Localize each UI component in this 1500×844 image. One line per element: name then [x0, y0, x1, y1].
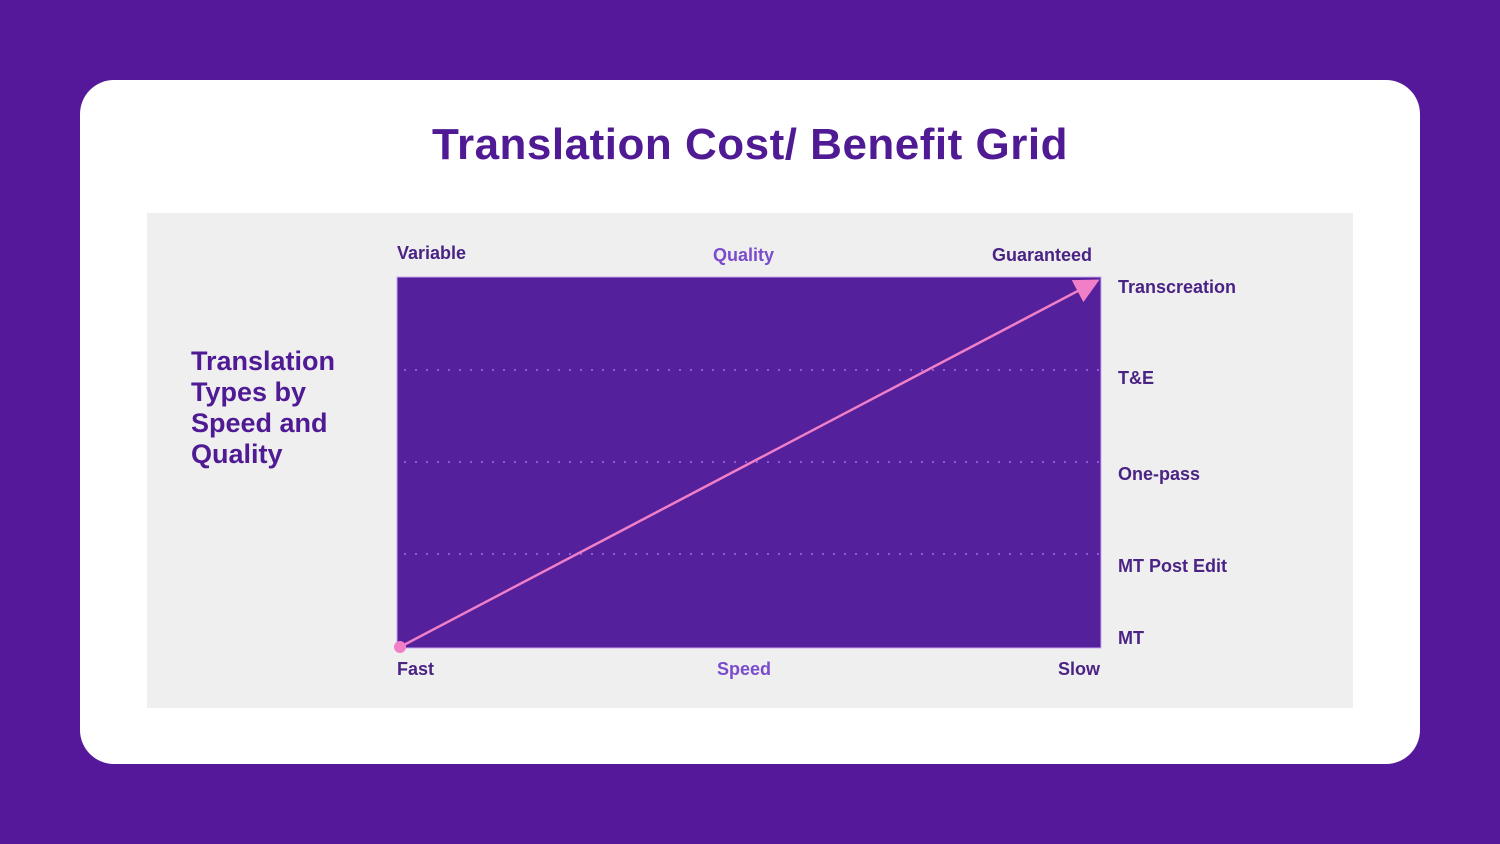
slide-title: Translation Cost/ Benefit Grid — [432, 120, 1068, 169]
side-title: Translation Types by Speed and Quality — [191, 346, 336, 469]
quality-high-label: Guaranteed — [992, 245, 1093, 265]
type-label-transcreation: Transcreation — [1118, 277, 1237, 297]
speed-fast-label: Fast — [397, 659, 435, 679]
speed-slow-label: Slow — [1058, 659, 1101, 679]
quality-axis-label: Quality — [713, 245, 775, 265]
type-label-te: T&E — [1118, 368, 1154, 388]
type-label-mt: MT — [1118, 628, 1144, 648]
type-label-mt-post-edit: MT Post Edit — [1118, 556, 1227, 576]
trend-arrow — [399, 279, 1100, 649]
trend-start-dot — [394, 641, 406, 653]
quality-low-label: Variable — [397, 243, 467, 263]
type-label-one-pass: One-pass — [1118, 464, 1201, 484]
speed-axis-label: Speed — [717, 659, 772, 679]
